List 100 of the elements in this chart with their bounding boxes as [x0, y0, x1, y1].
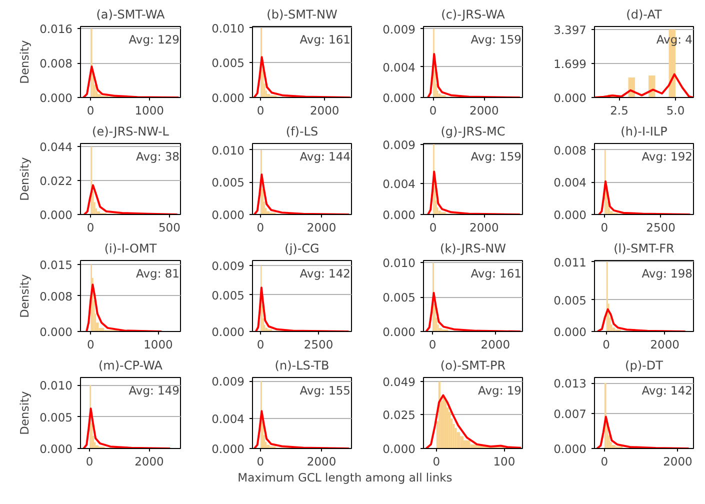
- y-tick-label: 0.005: [382, 290, 416, 305]
- y-tick-label: 0.000: [40, 91, 73, 105]
- annotation: Avg: 155: [300, 383, 351, 398]
- y-tick-label: 0.000: [382, 208, 416, 222]
- x-tick-label: 2000: [306, 220, 336, 234]
- x-tick-label: 2000: [650, 338, 680, 352]
- annotation: Avg: 19: [478, 383, 522, 398]
- chart-title: (l)-SMT-FR: [614, 242, 674, 256]
- y-tick-label: 0.010: [40, 378, 73, 393]
- annotation: Avg: 161: [300, 32, 351, 46]
- x-tick-label: 0: [86, 220, 94, 234]
- x-tick-label: 2000: [306, 454, 336, 468]
- x-tick-label: 0: [600, 220, 608, 234]
- x-tick-label: 2000: [480, 338, 510, 352]
- chart-title: (g)-JRS-MC: [440, 124, 506, 138]
- x-tick-label: 0: [429, 220, 437, 234]
- y-tick-label: 1.699: [554, 57, 587, 72]
- chart-title: (o)-SMT-PR: [440, 358, 506, 372]
- annotation: Avg: 161: [470, 266, 522, 280]
- x-tick-label: 100: [493, 454, 516, 468]
- x-tick-label: 2000: [470, 104, 499, 118]
- annotation: Avg: 144: [300, 149, 351, 164]
- x-tick-label: 2500: [646, 220, 676, 234]
- x-tick-label: 0: [256, 220, 264, 234]
- y-tick-label: 0.000: [382, 325, 416, 339]
- annotation: Avg: 142: [642, 383, 693, 398]
- y-tick-label: 0.009: [382, 22, 416, 36]
- y-tick-label: 0.049: [382, 375, 416, 390]
- y-tick-label: 0.009: [212, 259, 245, 274]
- annotation: Avg: 159: [470, 32, 522, 46]
- y-tick-label: 0.025: [382, 408, 416, 422]
- chart-title: (f)-LS: [286, 124, 318, 138]
- x-tick-label: 1000: [144, 338, 173, 352]
- y-tick-label: 0.005: [554, 293, 587, 308]
- x-axis-title: Maximum GCL length among all links: [238, 470, 452, 485]
- y-tick-label: 0.005: [212, 56, 245, 70]
- x-tick-label: 0: [86, 454, 94, 468]
- y-axis-title: Density: [18, 390, 32, 435]
- y-tick-label: 0.007: [554, 406, 587, 421]
- x-tick-label: 0: [86, 338, 94, 352]
- chart-title: (i)-I-OMT: [104, 242, 158, 256]
- y-tick-label: 0.010: [382, 256, 416, 270]
- y-tick-label: 0.000: [40, 442, 73, 456]
- y-tick-label: 0.008: [40, 56, 73, 71]
- chart-title: (j)-CG: [284, 242, 320, 256]
- y-axis-title: Density: [18, 40, 32, 84]
- y-tick-label: 0.008: [40, 289, 73, 304]
- y-tick-label: 0.008: [554, 143, 587, 158]
- annotation: Avg: 149: [128, 383, 180, 398]
- y-tick-label: 0.015: [40, 258, 73, 272]
- y-tick-label: 0.000: [382, 442, 416, 456]
- x-tick-label: 2000: [310, 104, 340, 118]
- chart-title: (h)-I-ILP: [620, 124, 668, 138]
- x-tick-label: 0: [600, 454, 608, 468]
- x-tick-label: 0: [602, 338, 610, 352]
- y-tick-label: 0.000: [554, 91, 587, 105]
- y-tick-label: 0.000: [554, 442, 587, 456]
- annotation: Avg: 129: [128, 32, 180, 46]
- y-tick-label: 0.000: [40, 208, 73, 222]
- chart-title: (a)-SMT-WA: [96, 8, 166, 22]
- x-tick-label: 2.5: [610, 104, 628, 118]
- chart-title: (c)-JRS-WA: [441, 8, 506, 22]
- y-tick-label: 0.000: [212, 325, 245, 339]
- y-tick-label: 0.005: [212, 176, 245, 190]
- x-tick-label: 2000: [663, 454, 692, 468]
- y-tick-label: 0.005: [212, 288, 245, 302]
- y-tick-label: 0.004: [382, 176, 416, 191]
- y-tick-label: 0.009: [382, 138, 416, 152]
- y-tick-label: 0.016: [40, 22, 73, 36]
- annotation: Avg: 81: [136, 266, 180, 280]
- y-tick-label: 0.000: [554, 325, 587, 339]
- y-tick-label: 0.010: [212, 21, 245, 36]
- x-tick-label: 2000: [470, 220, 499, 234]
- y-tick-label: 0.013: [554, 376, 587, 391]
- annotation: Avg: 192: [642, 149, 693, 164]
- x-tick-label: 2500: [304, 338, 334, 352]
- y-tick-label: 0.000: [212, 442, 245, 456]
- y-tick-label: 0.010: [212, 143, 245, 158]
- annotation: Avg: 159: [470, 149, 522, 164]
- x-tick-label: 500: [158, 220, 180, 234]
- chart-title: (d)-AT: [626, 8, 662, 22]
- y-tick-label: 0.000: [554, 208, 587, 222]
- chart-title: (p)-DT: [625, 358, 664, 372]
- y-tick-label: 0.004: [212, 412, 245, 426]
- y-tick-label: 0.004: [382, 60, 416, 74]
- x-tick-label: 2000: [134, 454, 164, 468]
- x-tick-label: 5.0: [666, 104, 685, 118]
- y-tick-label: 3.397: [554, 23, 587, 38]
- annotation: Avg: 38: [136, 149, 180, 164]
- x-tick-label: 0: [256, 104, 264, 118]
- y-tick-label: 0.004: [554, 176, 587, 190]
- y-tick-label: 0.000: [40, 325, 73, 339]
- y-tick-label: 0.000: [212, 91, 245, 105]
- y-tick-label: 0.009: [212, 374, 245, 389]
- chart-title: (e)-JRS-NW-L: [92, 124, 170, 138]
- chart-title: (k)-JRS-NW: [440, 242, 506, 256]
- x-tick-label: 0: [428, 338, 436, 352]
- x-tick-label: 0: [429, 104, 437, 118]
- y-tick-label: 0.044: [40, 140, 73, 154]
- chart-title: (b)-SMT-NW: [266, 8, 338, 22]
